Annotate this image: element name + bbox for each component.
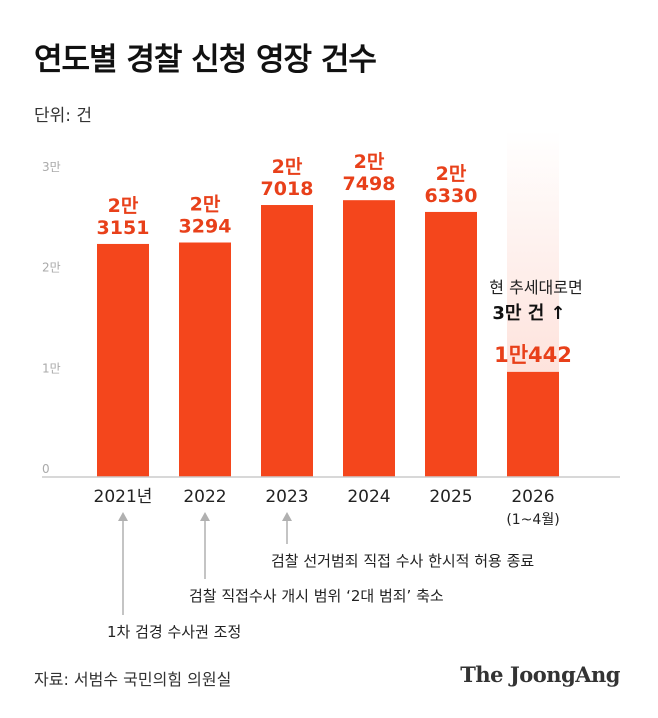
projection-note: 현 추세대로면: [489, 278, 582, 297]
annotation-arrowhead: [200, 512, 210, 521]
value-label-number: 7498: [343, 173, 396, 195]
annotation-text: 1차 검경 수사권 조정: [107, 623, 241, 641]
value-label-number: 3294: [179, 216, 232, 238]
y-tick-label: 1만: [42, 361, 61, 375]
annotation-arrowhead: [282, 512, 292, 521]
x-tick-label: 2022: [183, 487, 226, 507]
value-label-unit: 2만: [190, 194, 221, 216]
value-label-unit: 2만: [108, 195, 139, 217]
y-tick-label: 3만: [42, 160, 61, 174]
x-tick-label: 2021년: [94, 487, 153, 507]
y-tick-label: 2만: [42, 261, 61, 275]
value-label-number: 6330: [425, 185, 478, 207]
y-tick-label: 0: [42, 462, 50, 476]
value-label-unit: 2만: [436, 163, 467, 185]
bar-2023: [261, 205, 313, 477]
bar-2022: [179, 242, 231, 477]
annotation-text: 검찰 선거범죄 직접 수사 한시적 허용 종료: [271, 552, 534, 570]
x-tick-label: 2025: [429, 487, 472, 507]
bar-2024: [343, 200, 395, 477]
x-tick-sublabel: (1~4월): [506, 512, 559, 528]
unit-label: 단위: 건: [34, 106, 93, 126]
value-label: 1만442: [494, 343, 572, 367]
bar-2021년: [97, 243, 149, 477]
value-label-number: 7018: [261, 178, 314, 200]
x-tick-label: 2026: [511, 487, 554, 507]
x-tick-label: 2024: [347, 487, 390, 507]
brand-logo: The JoongAng: [460, 662, 620, 687]
annotation-arrowhead: [118, 512, 128, 521]
bar-2025: [425, 211, 477, 477]
value-label-unit: 2만: [272, 156, 303, 178]
source-note: 자료: 서범수 국민의힘 의원실: [34, 670, 232, 689]
x-tick-label: 2023: [265, 487, 308, 507]
value-label-number: 3151: [97, 217, 150, 239]
annotation-text: 검찰 직접수사 개시 범위 ‘2대 범죄’ 축소: [189, 587, 444, 605]
chart-title: 연도별 경찰 신청 영장 건수: [34, 42, 377, 78]
value-label-unit: 2만: [354, 151, 385, 173]
bar-2026: [507, 371, 559, 477]
projection-value: 3만 건 ↑: [492, 303, 565, 324]
